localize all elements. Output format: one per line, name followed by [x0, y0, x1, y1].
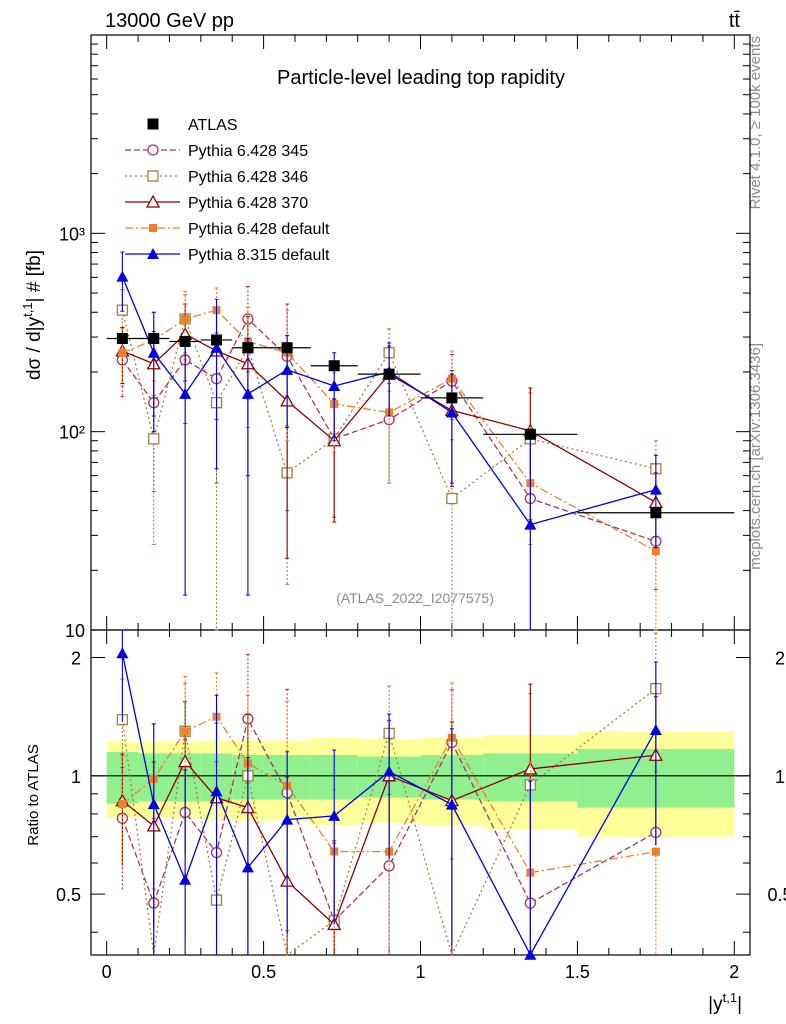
legend-label: Pythia 6.428 345: [188, 143, 308, 160]
ratio-tick-label-right: 0.5: [767, 885, 786, 905]
legend-label: Pythia 6.428 370: [188, 195, 308, 212]
ratio-tick-label-left: 1: [71, 767, 81, 787]
data-point: [179, 335, 191, 347]
ratio-uncertainty-bands: [106, 731, 735, 837]
data-point: [242, 342, 254, 354]
series-point-main: [445, 406, 458, 418]
legend-marker: [149, 224, 157, 232]
y-axis-title-part1: dσ / d|y: [24, 316, 45, 380]
data-point: [383, 368, 395, 380]
y-tick-label: 10: [65, 621, 85, 641]
data-point: [116, 332, 128, 344]
chart-title: Particle-level leading top rapidity: [277, 67, 565, 89]
series-point-ratio: [116, 647, 129, 659]
ratio-tick-label-right: 1: [775, 767, 785, 787]
ratio-axis-title: Ratio to ATLAS: [25, 744, 42, 845]
data-point: [211, 334, 223, 346]
series-point-main: [446, 492, 458, 505]
series-point-ratio: [649, 724, 662, 736]
series-point-ratio: [445, 798, 458, 810]
data-point: [281, 342, 293, 354]
x-tick-label: 0.5: [251, 962, 276, 982]
series-point-ratio: [524, 948, 537, 960]
main-panel: 10 10² 10³: [59, 34, 751, 644]
legend-marker: [147, 118, 159, 130]
series-pythia-8-315-default: [116, 251, 662, 960]
series-point-main: [328, 379, 341, 391]
legend-label: Pythia 6.428 default: [188, 221, 330, 238]
mcplots-label: mcplots.cern.ch [arXiv:1306.3436]: [747, 343, 764, 570]
legend-marker: [145, 194, 161, 208]
ratio-tick-label-left: 0.5: [56, 885, 81, 905]
series-point-ratio: [147, 798, 160, 810]
x-tick-label: 0: [102, 962, 112, 982]
series-point-main: [147, 346, 160, 358]
series-line-ratio: [121, 717, 657, 922]
series-point-main: [118, 348, 127, 357]
legend-marker: [147, 144, 159, 156]
series-point-ratio: [328, 809, 341, 821]
series-point-ratio: [179, 873, 192, 885]
series-point-main: [524, 518, 537, 530]
energy-label: 13000 GeV pp: [105, 10, 234, 32]
data-point: [328, 360, 340, 372]
series-point-main: [651, 547, 660, 556]
series-point-ratio: [523, 761, 538, 775]
legend-marker: [147, 170, 159, 182]
y-tick-label: 10³: [59, 224, 85, 244]
x-tick-label: 1.5: [565, 962, 590, 982]
data-point: [446, 392, 458, 404]
y-tick-label: 10²: [59, 423, 85, 443]
series-point-ratio: [241, 861, 254, 873]
data-point: [650, 507, 662, 519]
series-point-ratio: [281, 813, 294, 825]
series-line-ratio: [121, 715, 656, 874]
ratio-tick-label-left: 2: [71, 649, 81, 669]
legend-label: Pythia 6.428 346: [188, 169, 308, 186]
series-point-main: [116, 270, 129, 282]
series-point-main: [148, 433, 160, 445]
x-axis-title-sup: t,1: [723, 990, 737, 1005]
series-point-ratio: [181, 727, 190, 736]
series-point-main: [179, 387, 192, 399]
x-axis-title-end: |: [737, 994, 742, 1015]
series-atlas-data: [106, 332, 735, 519]
series-point-ratio: [651, 847, 660, 856]
y-axis-title: dσ / d|yt,1| # [fb]: [20, 250, 45, 380]
legend: ATLAS Pythia 6.428 345 Pythia 6.428 346 Pyt…: [125, 117, 330, 264]
data-point: [524, 428, 536, 440]
x-tick-label: 1: [415, 962, 425, 982]
series-point-ratio: [383, 765, 396, 777]
ratio-tick-label-right: 2: [775, 649, 785, 669]
legend-label: Pythia 8.315 default: [188, 247, 330, 264]
series-point-main: [210, 341, 223, 353]
data-point: [148, 332, 160, 344]
series-point-ratio: [118, 800, 127, 809]
series-point-main: [281, 363, 294, 375]
series-point-main: [241, 387, 254, 399]
rivet-label: Rivet 4.1.0, ≥ 100k events: [747, 36, 764, 209]
process-label: tt̄: [729, 10, 741, 32]
series-point-ratio: [210, 785, 223, 797]
x-axis-title: |yt,1|: [708, 990, 742, 1015]
series-point-main: [649, 483, 662, 495]
x-tick-label: 2: [729, 962, 739, 982]
y-axis-title-part2: | # [fb]: [24, 250, 45, 302]
legend-marker: [147, 248, 159, 259]
legend-label: ATLAS: [188, 117, 238, 134]
series-line-main: [122, 309, 657, 552]
series-point-main: [181, 314, 190, 323]
analysis-watermark: (ATLAS_2022_I2077575): [336, 590, 494, 606]
y-axis-title-sup: t,1: [20, 302, 35, 316]
series-layer: [106, 251, 735, 960]
